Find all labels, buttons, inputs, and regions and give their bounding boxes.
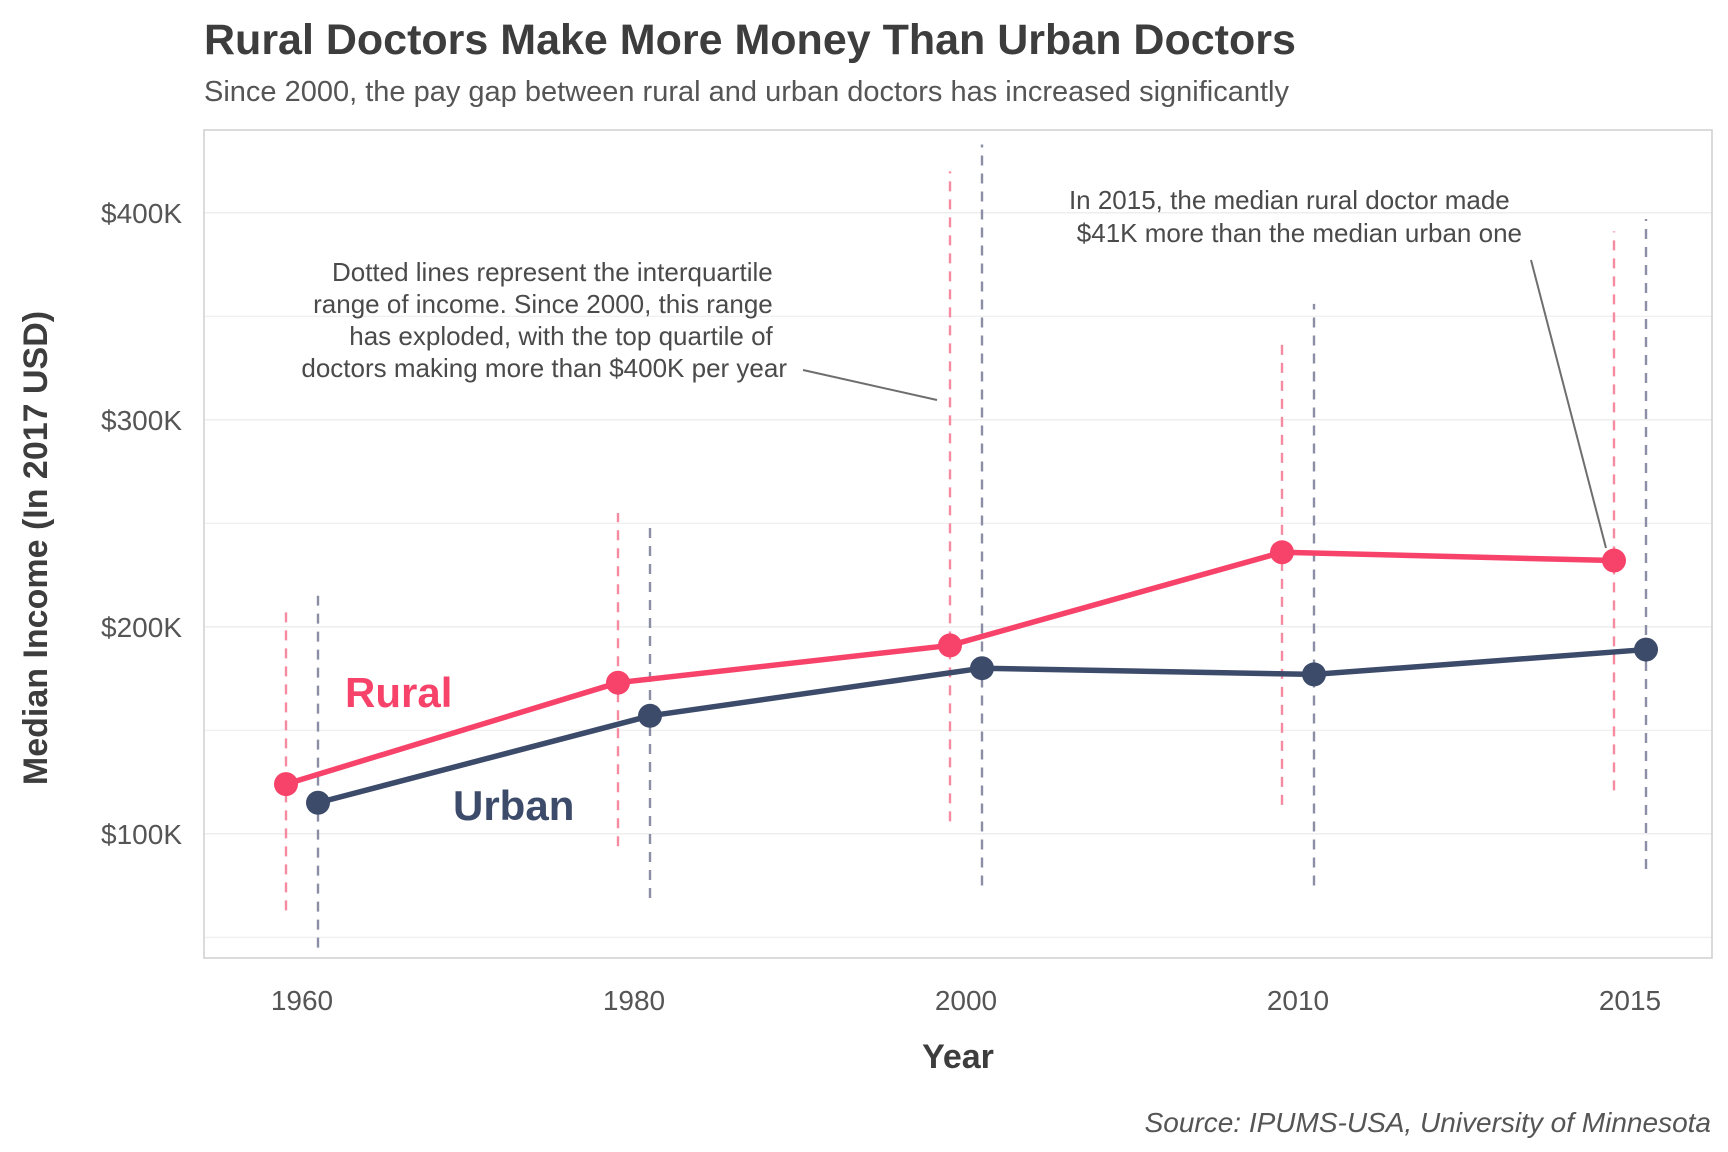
series-lines — [283, 549, 1649, 806]
y-tick-label: $300K — [101, 405, 182, 436]
y-tick-label: $200K — [101, 612, 182, 643]
point-urban-2015 — [1634, 637, 1658, 662]
annotation-iqr: Dotted lines represent the interquartile… — [301, 257, 938, 401]
annotation-iqr-line-3: has exploded, with the top quartile of — [349, 321, 773, 351]
series-points — [274, 540, 1658, 815]
series-label-urban: Urban — [453, 782, 574, 829]
y-tick-label: $400K — [101, 198, 182, 229]
y-axis-title: Median Income (In 2017 USD) — [17, 311, 55, 785]
point-rural-2015 — [1602, 548, 1626, 573]
x-tick-label: 1960 — [271, 985, 333, 1016]
point-rural-1980 — [606, 670, 630, 695]
x-tick-label: 2015 — [1599, 985, 1661, 1016]
annotation-gap-line-1: In 2015, the median rural doctor made — [1069, 185, 1510, 215]
annotation-iqr-line-4: doctors making more than $400K per year — [301, 353, 787, 383]
point-rural-1960 — [274, 772, 298, 797]
x-tick-label: 2000 — [935, 985, 997, 1016]
iqr-lines — [284, 144, 1648, 948]
point-urban-1960 — [306, 790, 330, 815]
point-rural-2000 — [938, 633, 962, 658]
annotation-gap: In 2015, the median rural doctor made $4… — [1069, 185, 1607, 549]
annotation-iqr-line-2: range of income. Since 2000, this range — [313, 289, 773, 319]
y-axis-ticks: $100K $200K $300K $400K — [101, 198, 182, 850]
series-label-rural: Rural — [345, 669, 452, 716]
panel-border — [203, 129, 1713, 959]
y-tick-label: $100K — [101, 819, 182, 850]
x-tick-label: 1980 — [603, 985, 665, 1016]
point-urban-1980 — [638, 703, 662, 728]
x-axis-title: Year — [922, 1038, 994, 1076]
x-tick-label: 2010 — [1267, 985, 1329, 1016]
annotation-gap-line-2: $41K more than the median urban one — [1077, 218, 1522, 248]
point-urban-2000 — [970, 656, 994, 681]
annotation-gap-text: In 2015, the median rural doctor made $4… — [1069, 185, 1522, 248]
chart-title: Rural Doctors Make More Money Than Urban… — [204, 16, 1296, 64]
chart-subtitle: Since 2000, the pay gap between rural an… — [204, 76, 1289, 108]
x-axis-ticks: 1960 1980 2000 2010 2015 — [271, 985, 1661, 1016]
point-rural-2010 — [1270, 540, 1294, 565]
point-urban-2010 — [1302, 662, 1326, 687]
annotation-gap-leader — [1530, 259, 1607, 549]
annotation-iqr-text: Dotted lines represent the interquartile… — [301, 257, 787, 383]
annotation-iqr-line-1: Dotted lines represent the interquartile — [332, 257, 773, 287]
annotation-iqr-leader — [802, 369, 938, 401]
chart-caption: Source: IPUMS-USA, University of Minneso… — [1145, 1107, 1711, 1138]
